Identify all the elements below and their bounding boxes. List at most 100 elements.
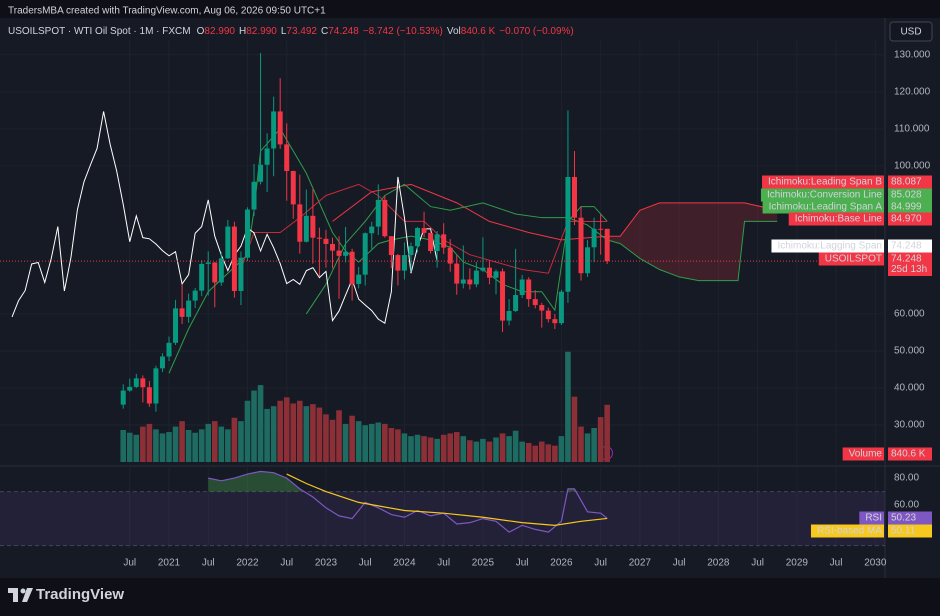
volume-bar — [277, 400, 283, 462]
volume-bar — [316, 407, 323, 462]
x-tick-label: 2027 — [629, 558, 652, 569]
rsi-tick-label: 80.00 — [894, 473, 919, 484]
x-tick-label: Jul — [202, 558, 215, 569]
volume-bar — [382, 423, 388, 462]
volume-bar — [159, 433, 166, 462]
candle-body — [231, 226, 237, 291]
candle-body — [323, 238, 329, 244]
volume-bar — [486, 441, 493, 462]
tag-name-box — [818, 252, 884, 266]
candle-body — [552, 319, 558, 324]
currency-box[interactable] — [889, 21, 933, 42]
tag-name: Ichimoku:Leading Span B — [768, 177, 882, 188]
x-tick-label: 2023 — [315, 558, 338, 569]
volume-bar — [231, 417, 238, 462]
tag-value: 74.248 — [891, 241, 922, 252]
tag-name-box — [762, 175, 884, 189]
candle-body — [486, 267, 492, 278]
x-tick-label: Jul — [673, 558, 686, 569]
x-tick-label: 2022 — [236, 558, 259, 569]
y-tick-label: 110.000 — [894, 123, 930, 134]
rsi-pane — [0, 468, 885, 548]
candle-body — [271, 111, 277, 149]
ichimoku-cloud — [607, 202, 778, 281]
candle-body — [460, 279, 466, 284]
tag-value-box — [888, 524, 932, 538]
volume-bar — [179, 421, 185, 462]
candle-body — [545, 310, 551, 320]
candle-body — [467, 279, 473, 285]
candle-body — [585, 247, 591, 274]
volume-bar — [538, 441, 545, 462]
x-tick-label: Jul — [830, 558, 843, 569]
candle-body — [356, 274, 362, 284]
candle-body — [303, 215, 309, 242]
volume-bar — [120, 430, 127, 462]
ohlc-key: C — [321, 26, 328, 37]
price-tag: RSI-based MA 50.11 — [810, 524, 932, 538]
vol-key: Vol — [447, 26, 461, 37]
volume-bar — [329, 419, 336, 462]
volume-bar — [205, 423, 212, 462]
candle-body — [428, 232, 434, 251]
volume-bar — [506, 436, 512, 462]
candle-body — [500, 271, 506, 321]
price-tag: Ichimoku:Leading Span A 84.999 — [762, 200, 932, 214]
candle-body — [316, 237, 322, 239]
volume-bar — [414, 434, 421, 462]
volume-bar — [545, 444, 552, 462]
volume-bar — [368, 423, 375, 462]
volume-bar — [440, 434, 447, 462]
candle-body — [401, 255, 407, 271]
x-tick-label: 2026 — [550, 558, 573, 569]
ohlc-key: H — [239, 26, 246, 37]
volume-bar — [473, 441, 480, 462]
candle-body — [146, 387, 152, 404]
tag-name-box — [771, 239, 884, 253]
volume-bar — [604, 404, 610, 462]
tag-value-box — [888, 212, 932, 226]
currency[interactable]: USD — [900, 27, 921, 38]
candle-body — [447, 247, 453, 264]
candle-body — [349, 251, 355, 284]
candle-body — [526, 279, 532, 300]
volume-bar — [565, 351, 571, 462]
volume-bar — [198, 429, 205, 462]
tag-name: Ichimoku:Conversion Line — [767, 190, 882, 201]
candle-body — [369, 226, 375, 234]
candle-body — [375, 199, 381, 227]
tag-name: Volume — [849, 449, 883, 460]
tag-name-box — [842, 447, 884, 461]
x-tick-label: Jul — [359, 558, 372, 569]
x-tick-label: Jul — [594, 558, 607, 569]
y-tick-label: 40.000 — [894, 383, 925, 394]
candle-body — [421, 228, 427, 233]
volume-bar — [323, 414, 329, 462]
candle-body — [493, 271, 499, 278]
candle-body — [578, 217, 584, 274]
candle-body — [480, 267, 486, 271]
volume-bar — [126, 432, 133, 462]
volume-bar — [153, 429, 159, 462]
tag-value-box — [888, 511, 932, 525]
volume-bar — [552, 445, 558, 462]
tag-value: 840.6 K — [891, 449, 926, 460]
y-tick-label: 50.000 — [894, 346, 925, 357]
ohlc-value: 82.990 — [204, 26, 235, 37]
ohlc-key: O — [197, 26, 205, 37]
candle-body — [264, 148, 270, 165]
candle-body — [192, 290, 198, 301]
x-tick-label: Jul — [516, 558, 529, 569]
indicator-line — [286, 473, 608, 526]
candle-body — [251, 181, 257, 210]
volume-bar — [166, 432, 172, 462]
y-tick-label: 100.000 — [894, 161, 931, 172]
rsi-tick-label: 60.00 — [894, 500, 919, 511]
brand: TradingView — [36, 586, 124, 603]
candle-body — [506, 310, 512, 321]
price-tag: Ichimoku:Leading Span B 88.087 — [762, 175, 932, 189]
vol-change: −0.070 (−0.09%) — [499, 26, 574, 37]
candle-body — [244, 209, 250, 258]
change: −8.742 (−10.53%) — [363, 26, 443, 37]
tag-value: 88.087 — [891, 177, 922, 188]
